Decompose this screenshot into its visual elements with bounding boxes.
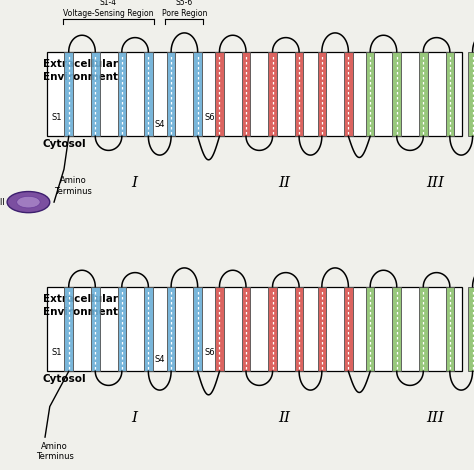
Text: Ball: Ball (0, 197, 5, 207)
Text: S6: S6 (204, 113, 215, 122)
Bar (419, 287, 428, 371)
Bar (419, 52, 428, 136)
Bar (118, 287, 126, 371)
Bar (167, 287, 175, 371)
Bar (91, 287, 100, 371)
Text: Extracellular
Environment: Extracellular Environment (43, 294, 118, 317)
Text: I: I (131, 411, 137, 425)
Text: S5-6
Pore Region: S5-6 Pore Region (162, 0, 207, 17)
Text: S1: S1 (52, 113, 62, 122)
Bar (392, 287, 401, 371)
Bar (446, 52, 454, 136)
Text: III: III (426, 411, 444, 425)
Text: Amino
Terminus: Amino Terminus (55, 176, 92, 196)
Bar (392, 52, 401, 136)
Bar (344, 52, 353, 136)
Circle shape (7, 192, 50, 212)
Bar (91, 52, 100, 136)
Bar (144, 52, 153, 136)
Bar (295, 52, 303, 136)
Text: S6: S6 (204, 348, 215, 357)
Bar (64, 52, 73, 136)
Text: Extracellular
Environment: Extracellular Environment (43, 59, 118, 82)
Text: I: I (131, 176, 137, 190)
Text: Cytosol: Cytosol (43, 374, 86, 384)
Bar (295, 287, 303, 371)
Text: II: II (279, 411, 291, 425)
Text: Cytosol: Cytosol (43, 139, 86, 149)
Bar (144, 287, 153, 371)
Text: S1-4
Voltage-Sensing Region: S1-4 Voltage-Sensing Region (64, 0, 154, 17)
Bar (268, 52, 277, 136)
Bar (366, 52, 374, 136)
Bar (47, 52, 462, 136)
Text: II: II (279, 176, 291, 190)
Bar (242, 52, 250, 136)
Bar (318, 52, 326, 136)
Text: Amino
Terminus: Amino Terminus (36, 442, 73, 461)
Bar (242, 287, 250, 371)
Bar (47, 287, 462, 371)
Bar (468, 52, 474, 136)
Bar (366, 287, 374, 371)
Bar (167, 52, 175, 136)
Bar (118, 52, 126, 136)
Bar (468, 287, 474, 371)
Bar (215, 52, 224, 136)
Text: S4: S4 (155, 120, 165, 129)
Bar (215, 287, 224, 371)
Circle shape (17, 196, 40, 208)
Bar (318, 287, 326, 371)
Text: S4: S4 (155, 355, 165, 364)
Bar (446, 287, 454, 371)
Bar (268, 287, 277, 371)
Text: III: III (426, 176, 444, 190)
Bar (64, 287, 73, 371)
Bar (193, 52, 202, 136)
Bar (344, 287, 353, 371)
Text: S1: S1 (52, 348, 62, 357)
Bar (193, 287, 202, 371)
